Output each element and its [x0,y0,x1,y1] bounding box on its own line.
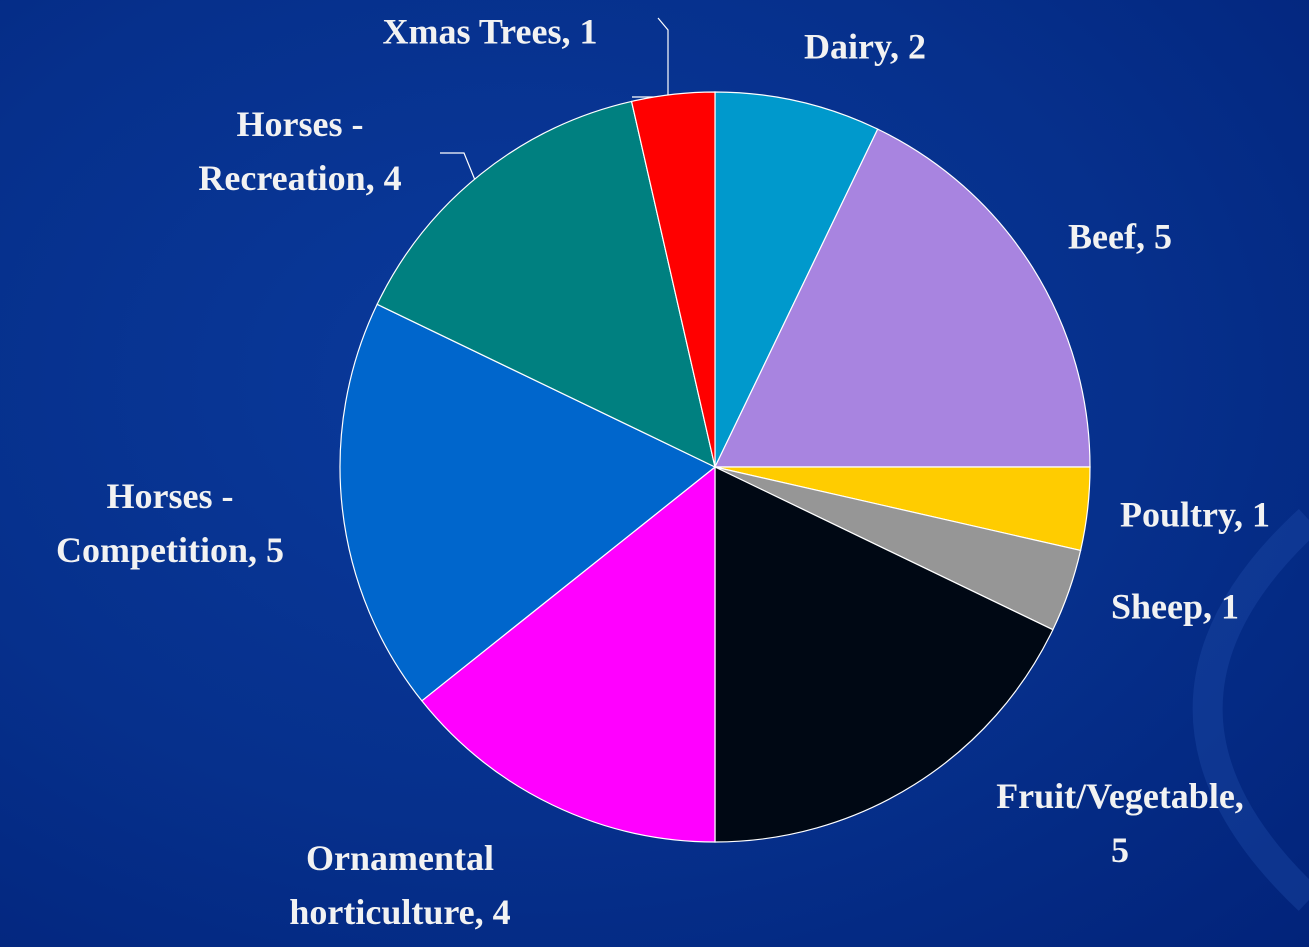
leader-line [440,152,478,186]
data-label: Horses - Recreation, 4 [198,104,401,198]
label-line: Competition, 5 [56,530,284,570]
data-label: Fruit/Vegetable, 5 [996,776,1244,870]
data-label: Sheep, 1 [1111,586,1239,626]
background-swoosh [1192,508,1309,911]
label-line: horticulture, 4 [289,892,510,932]
label-line: Horses - [237,104,364,144]
pie-slice [714,128,1091,468]
data-label: Dairy, 2 [804,26,926,66]
pie-slice [714,91,879,468]
label-line: Ornamental [306,838,494,878]
data-label: Ornamental horticulture, 4 [289,838,510,932]
pie-slice [630,91,716,468]
leader-line [632,17,669,98]
pie-slice [714,466,1054,843]
label-line: Recreation, 4 [198,158,401,198]
pie-slice [376,100,716,469]
data-label: Beef, 5 [1068,216,1172,256]
pie-slice [420,465,716,843]
label-line: 5 [1111,830,1129,870]
label-line: Horses - [107,476,234,516]
data-label: Poultry, 1 [1120,494,1270,534]
data-label: Horses - Competition, 5 [56,476,284,570]
pie-slice [339,303,717,702]
data-label: Xmas Trees, 1 [383,11,598,51]
label-line: Fruit/Vegetable, [996,776,1244,816]
